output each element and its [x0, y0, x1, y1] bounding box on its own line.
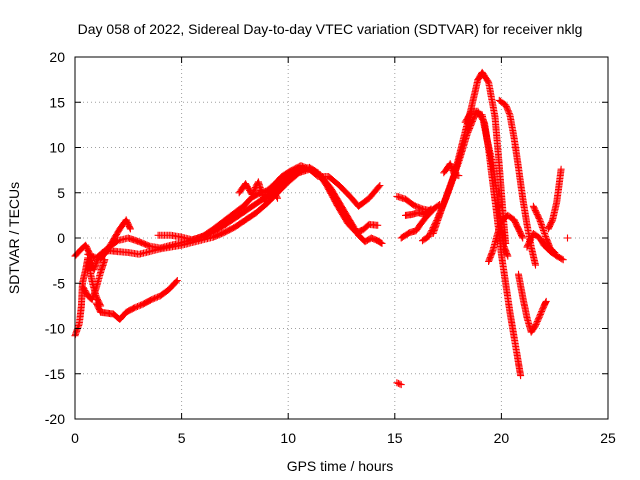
series-arc-15 — [440, 160, 463, 180]
marker-path — [529, 202, 559, 256]
marker-path — [495, 96, 539, 269]
x-axis-label: GPS time / hours — [287, 458, 394, 474]
y-tick-label: 20 — [49, 49, 65, 65]
series-arc-12 — [402, 205, 435, 219]
series-arc-16 — [461, 107, 525, 380]
series-arc-17 — [485, 211, 527, 265]
marker-path — [393, 379, 405, 389]
x-tick-label: 0 — [71, 430, 79, 446]
series-arc-21 — [529, 202, 559, 256]
marker-path — [440, 160, 463, 180]
series-arc-03 — [97, 216, 134, 263]
x-tick-label: 10 — [280, 430, 296, 446]
series-arc-05 — [235, 178, 281, 206]
marker-path — [485, 211, 527, 265]
y-axis-label: SDTVAR / TECUs — [6, 182, 22, 294]
marker-path — [92, 277, 181, 323]
marker-path — [235, 178, 281, 206]
series-arc-09 — [393, 379, 405, 389]
y-tick-label: -20 — [45, 411, 65, 427]
series-arc-19 — [515, 270, 550, 336]
x-tick-label: 20 — [494, 430, 510, 446]
series-arc-06 — [92, 277, 181, 323]
series-arc-08 — [80, 256, 109, 303]
marker-path — [461, 107, 525, 380]
y-tick-label: 15 — [49, 94, 65, 110]
x-tick-label: 5 — [178, 430, 186, 446]
marker-path — [402, 205, 435, 219]
x-tick-label: 15 — [387, 430, 403, 446]
marker-path — [564, 234, 571, 242]
y-tick-label: 5 — [57, 185, 65, 201]
series-arc-23 — [564, 234, 571, 242]
chart-title: Day 058 of 2022, Sidereal Day-to-day VTE… — [78, 21, 583, 37]
tick-labels: 0 5 10 15 20 25 -20 -15 -10 -5 0 5 10 15 20 — [45, 49, 616, 446]
marker-path — [80, 256, 109, 303]
x-tick-label: 25 — [600, 430, 616, 446]
y-tick-label: 10 — [49, 140, 65, 156]
y-tick-label: -5 — [53, 275, 66, 291]
marker-path — [515, 270, 550, 336]
y-tick-label: 0 — [57, 230, 65, 246]
y-tick-label: -15 — [45, 366, 65, 382]
marker-path — [97, 216, 134, 263]
y-tick-label: -10 — [45, 321, 65, 337]
marker-path — [544, 165, 565, 233]
series-arc-18 — [495, 96, 539, 269]
series-arc-22 — [544, 165, 565, 233]
data-points — [71, 68, 571, 389]
plot-frame — [74, 56, 609, 420]
